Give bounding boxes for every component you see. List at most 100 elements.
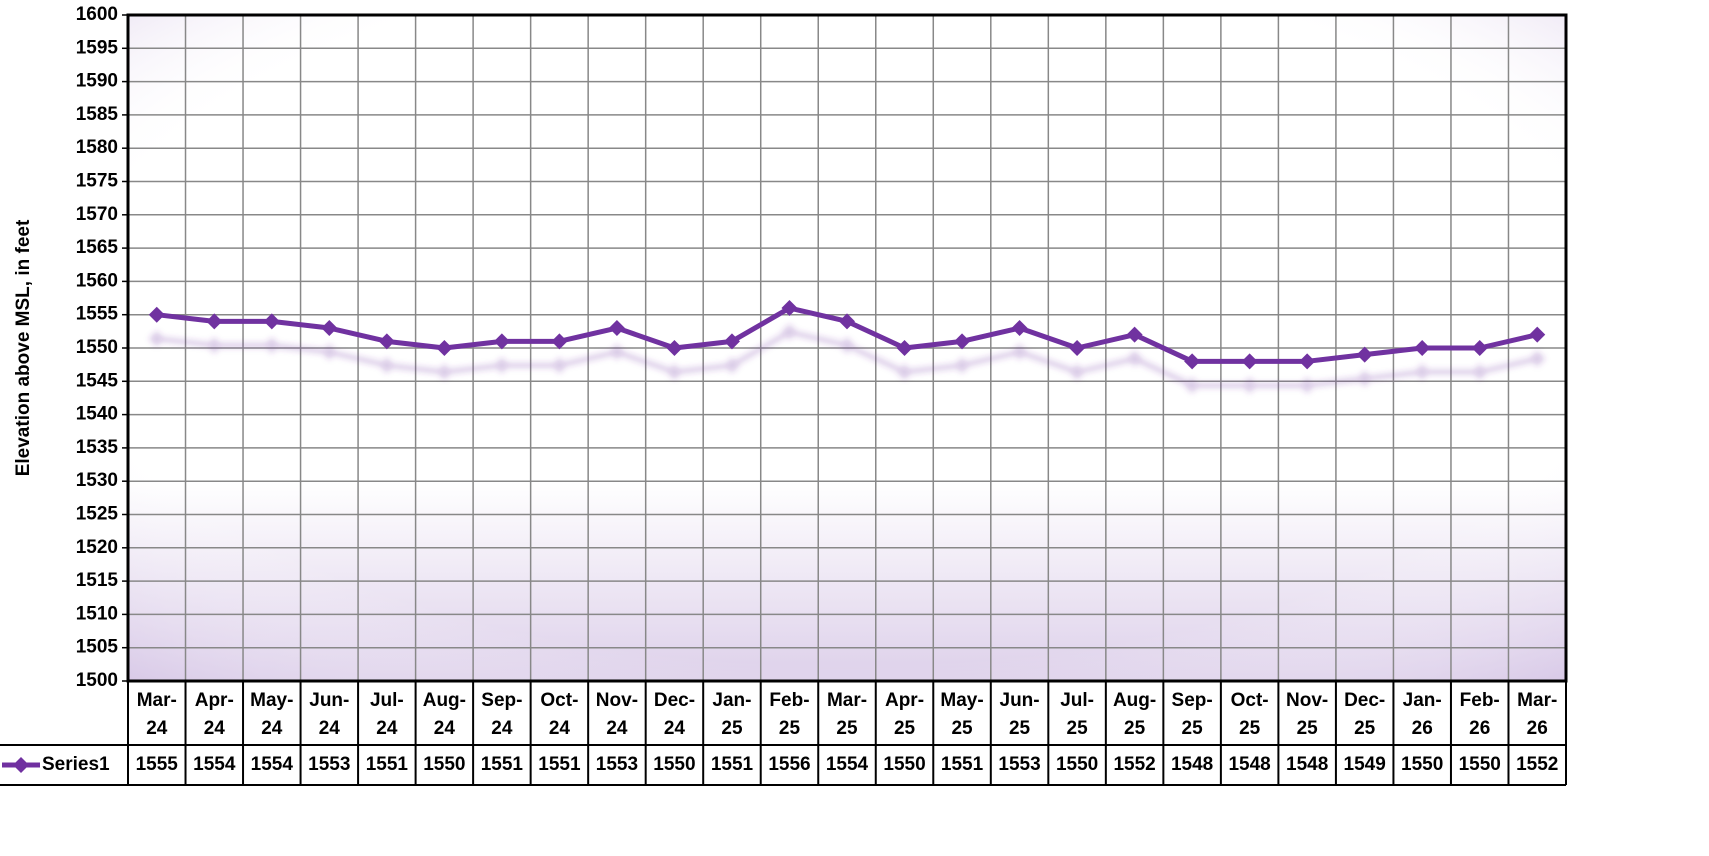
data-point [666,340,683,356]
y-tick-label: 1565 [76,237,119,258]
x-tick-label: Aug-25 [1113,690,1156,739]
table-value: 1551 [711,754,754,775]
table-value: 1552 [1516,754,1558,775]
table-value: 1550 [1459,754,1501,775]
x-tick-label: May-24 [250,690,293,739]
x-tick-label: May-25 [940,690,983,739]
table-value: 1548 [1286,754,1328,775]
x-tick-label: Mar-26 [1517,690,1557,739]
x-tick-label: Jan-25 [712,690,751,739]
x-tick-label: Oct-24 [540,690,578,739]
x-tick-label: Feb-25 [769,690,809,739]
data-point [1069,340,1086,356]
table-value: 1552 [1113,754,1155,775]
table-value: 1550 [423,754,465,775]
y-tick-label: 1570 [76,204,118,225]
data-point [1414,340,1431,356]
data-point [493,333,510,350]
table-value: 1550 [1056,754,1098,775]
y-tick-label: 1500 [76,670,118,691]
y-tick-label: 1600 [76,4,118,25]
x-tick-label: Dec-25 [1344,690,1385,739]
y-tick-label: 1525 [76,504,119,525]
y-tick-label: 1505 [76,637,119,658]
x-tick-label: Mar-24 [137,690,177,739]
y-tick-label: 1555 [76,304,119,325]
table-value: 1550 [1401,754,1443,775]
table-value: 1553 [308,754,350,775]
table-value: 1554 [251,754,294,775]
y-tick-label: 1550 [76,337,118,358]
table-value: 1553 [596,754,638,775]
data-point [321,320,338,337]
y-tick-label: 1530 [76,470,118,491]
table-value: 1554 [826,754,869,775]
y-tick-label: 1580 [76,137,118,158]
data-point [148,306,165,323]
table-value: 1548 [1228,754,1270,775]
data-point [608,320,625,337]
y-tick-label: 1595 [76,37,119,58]
legend-key-marker [13,757,29,773]
x-tick-label: Oct-25 [1231,690,1269,739]
data-point [1241,353,1258,370]
y-tick-label: 1510 [76,603,118,624]
x-tick-label: Nov-25 [1286,690,1328,739]
data-point [723,333,740,350]
data-point [206,313,223,330]
data-point [436,340,453,356]
y-axis-title: Elevation above MSL, in feet [13,219,34,476]
x-tick-label: Nov-24 [596,690,638,739]
table-value: 1551 [941,754,984,775]
table-value: 1554 [193,754,236,775]
table-value: 1551 [481,754,524,775]
table-value: 1550 [883,754,925,775]
data-point [1529,326,1546,343]
table-value: 1556 [768,754,810,775]
x-tick-label: Jun-24 [309,690,349,739]
x-tick-label: Feb-26 [1460,690,1500,739]
x-tick-label: Jun-25 [1000,690,1040,739]
y-tick-label: 1520 [76,537,118,558]
x-tick-label: Jul-24 [370,690,404,739]
y-tick-label: 1540 [76,404,118,425]
legend-label: Series1 [42,754,110,775]
y-tick-label: 1535 [76,437,119,458]
x-tick-label: Jul-25 [1060,690,1094,739]
data-point [839,313,855,330]
y-tick-label: 1575 [76,171,119,192]
series-group [148,300,1546,370]
table-value: 1555 [136,754,179,775]
data-point [1299,353,1316,370]
data-point [1126,326,1143,343]
table-value: 1551 [366,754,409,775]
table-value: 1548 [1171,754,1213,775]
data-point [896,340,913,356]
x-tick-label: Sep-25 [1172,690,1213,739]
x-tick-label: Sep-24 [481,690,522,739]
y-tick-label: 1585 [76,104,119,125]
table-value: 1549 [1344,754,1386,775]
data-point [378,333,395,350]
x-tick-label: Jan-26 [1403,690,1442,739]
plot-border [126,13,1568,683]
data-point [551,333,568,350]
data-point [781,300,798,317]
y-tick-label: 1515 [76,570,119,591]
data-point [1011,320,1028,337]
table-value: 1553 [998,754,1040,775]
y-tick-label: 1545 [76,370,119,391]
x-tick-label: Mar-25 [827,690,867,739]
x-tick-label: Aug-24 [423,690,466,739]
table-value: 1551 [538,754,581,775]
data-point [1471,340,1488,356]
data-point [1184,353,1201,370]
table-value: 1550 [653,754,695,775]
x-tick-label: Dec-24 [654,690,695,739]
y-tick-label: 1560 [76,270,118,291]
x-tick-label: Apr-24 [195,690,234,739]
x-tick-label: Apr-25 [885,690,924,739]
y-tick-label: 1590 [76,71,118,92]
